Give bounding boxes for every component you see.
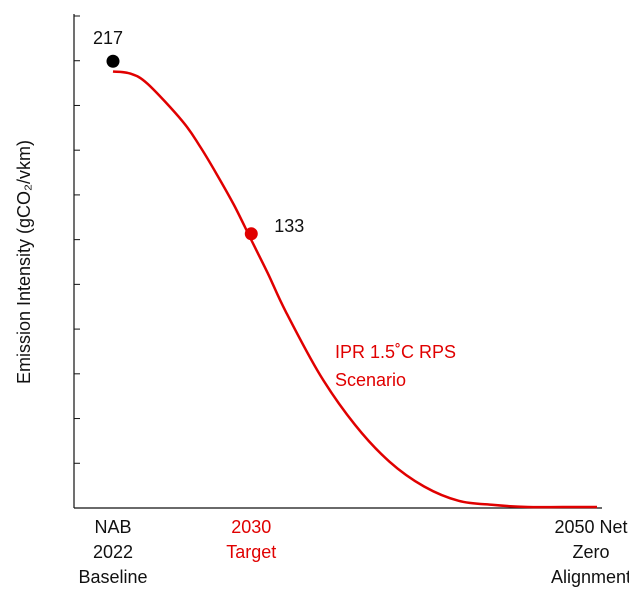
data-point-label: 217 (93, 28, 123, 48)
data-point (244, 227, 258, 241)
scenario-curve-line (112, 70, 598, 509)
x-tick-label: Zero (572, 542, 609, 562)
x-tick-label: Target (226, 542, 276, 562)
y-axis-label: Emission Intensity (gCO₂/vkm) (14, 140, 34, 384)
data-point (106, 54, 120, 68)
x-tick-label: Alignment (551, 567, 629, 587)
x-tick-label: NAB (94, 517, 131, 537)
x-tick-label: 2050 Net (554, 517, 627, 537)
axes-group (73, 14, 602, 509)
data-point-label: 133 (274, 216, 304, 236)
points-group (106, 54, 258, 241)
labels-group: Emission Intensity (gCO₂/vkm) IPR 1.5˚C R… (14, 28, 629, 587)
series-label: Scenario (335, 370, 406, 390)
x-tick-label: Baseline (78, 567, 147, 587)
series-label: IPR 1.5˚C RPS (335, 342, 456, 362)
x-tick-label: 2030 (231, 517, 271, 537)
x-tick-label: 2022 (93, 542, 133, 562)
curve-group (112, 70, 598, 509)
